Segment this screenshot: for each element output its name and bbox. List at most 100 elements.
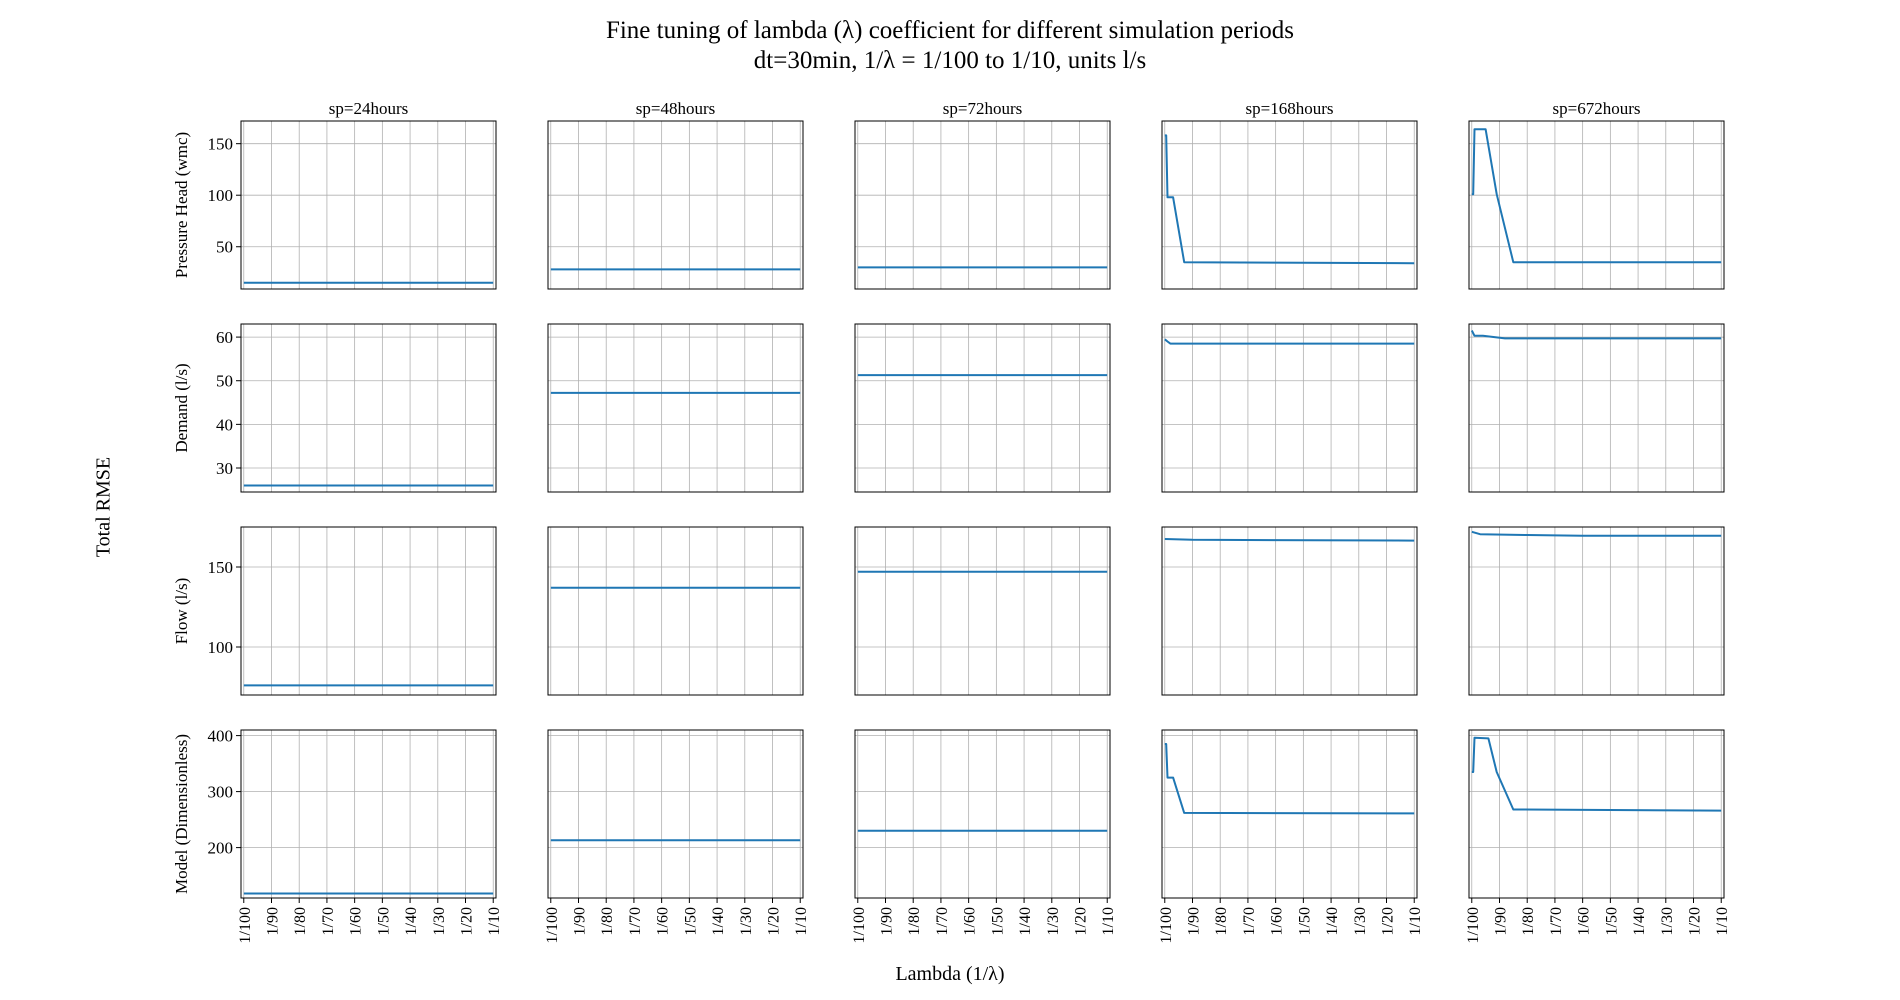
y-tick-label: 100 (208, 186, 234, 205)
x-tick-label: 1/10 (1407, 907, 1424, 935)
y-tick-label: 30 (216, 459, 233, 478)
plot-frame (240, 526, 497, 696)
subplot-title: sp=72hours (943, 99, 1022, 118)
x-tick-label: 1/60 (1576, 907, 1593, 935)
y-axis-label: Pressure Head (wmc) (172, 132, 191, 278)
plot-frame (547, 120, 804, 290)
plot-frame (854, 729, 1111, 899)
x-tick-label: 1/10 (486, 907, 503, 935)
x-tick-label: 1/80 (599, 907, 616, 935)
plot-frame (1161, 120, 1418, 290)
plot-frame (240, 120, 497, 290)
plot-frame (1468, 120, 1725, 290)
plot-frame (547, 526, 804, 696)
y-tick-label: 100 (208, 638, 234, 657)
y-axis-label: Demand (l/s) (172, 363, 191, 452)
x-tick-label: 1/30 (431, 907, 448, 935)
x-tick-label: 1/70 (934, 907, 951, 935)
y-tick-label: 50 (216, 372, 233, 391)
x-tick-label: 1/90 (878, 907, 895, 935)
x-tick-label: 1/10 (1100, 907, 1117, 935)
x-tick-label: 1/30 (1352, 907, 1369, 935)
x-tick-label: 1/70 (1548, 907, 1565, 935)
x-tick-label: 1/60 (962, 907, 979, 935)
plot-frame (240, 323, 497, 493)
x-tick-label: 1/70 (320, 907, 337, 935)
x-tick-label: 1/90 (264, 907, 281, 935)
x-tick-label: 1/30 (1045, 907, 1062, 935)
plot-frame (854, 323, 1111, 493)
y-tick-label: 300 (208, 783, 234, 802)
series-line (1164, 743, 1415, 815)
x-tick-label: 1/100 (237, 907, 254, 943)
x-tick-label: 1/40 (710, 907, 727, 935)
x-tick-label: 1/80 (906, 907, 923, 935)
y-tick-label: 400 (208, 727, 234, 746)
y-tick-label: 200 (208, 839, 234, 858)
x-tick-label: 1/70 (1241, 907, 1258, 935)
x-tick-label: 1/90 (1185, 907, 1202, 935)
series-line (1471, 128, 1722, 264)
series-line (1164, 338, 1415, 345)
x-tick-label: 1/80 (1520, 907, 1537, 935)
y-tick-label: 60 (216, 328, 233, 347)
x-tick-label: 1/30 (738, 907, 755, 935)
plot-frame (547, 323, 804, 493)
plot-frame (1468, 323, 1725, 493)
x-tick-label: 1/30 (1659, 907, 1676, 935)
x-tick-label: 1/80 (1213, 907, 1230, 935)
y-tick-label: 50 (216, 238, 233, 257)
y-axis-label: Model (Dimensionless) (172, 734, 191, 894)
x-tick-label: 1/40 (1631, 907, 1648, 935)
x-tick-label: 1/20 (766, 907, 783, 935)
series-line (1470, 330, 1722, 340)
x-tick-label: 1/100 (851, 907, 868, 943)
x-tick-label: 1/10 (1714, 907, 1731, 935)
y-axis-label: Flow (l/s) (172, 578, 191, 645)
chart-title: Fine tuning of lambda (λ) coefficient fo… (605, 17, 1295, 44)
x-tick-label: 1/50 (682, 907, 699, 935)
x-tick-label: 1/20 (1687, 907, 1704, 935)
plot-frame (1468, 526, 1725, 696)
x-tick-label: 1/40 (1017, 907, 1034, 935)
x-tick-label: 1/70 (627, 907, 644, 935)
series-line (1471, 530, 1722, 537)
subplot-title: sp=48hours (636, 99, 715, 118)
y-tick-label: 150 (208, 558, 234, 577)
x-tick-label: 1/100 (1158, 907, 1175, 943)
subplot-title: sp=24hours (329, 99, 408, 118)
y-tick-label: 40 (216, 415, 233, 434)
x-tick-label: 1/10 (793, 907, 810, 935)
x-tick-label: 1/40 (1324, 907, 1341, 935)
plot-frame (1161, 323, 1418, 493)
x-tick-label: 1/40 (403, 907, 420, 935)
x-tick-label: 1/100 (544, 907, 561, 943)
plot-frame (1161, 729, 1418, 899)
x-tick-label: 1/80 (292, 907, 309, 935)
subplot-title: sp=672hours (1553, 99, 1641, 118)
x-tick-label: 1/100 (1465, 907, 1482, 943)
x-tick-label: 1/90 (571, 907, 588, 935)
plot-frame (547, 729, 804, 899)
x-tick-label: 1/50 (375, 907, 392, 935)
x-tick-label: 1/50 (989, 907, 1006, 935)
x-tick-label: 1/60 (655, 907, 672, 935)
x-tick-label: 1/50 (1296, 907, 1313, 935)
plot-frame (1161, 526, 1418, 696)
shared-x-axis-label: Lambda (1/λ) (895, 963, 1005, 985)
chart-subtitle: dt=30min, 1/λ = 1/100 to 1/10, units l/s (753, 47, 1147, 74)
x-tick-label: 1/90 (1492, 907, 1509, 935)
plot-frame (854, 526, 1111, 696)
subplot-title: sp=168hours (1246, 99, 1334, 118)
x-tick-label: 1/20 (1073, 907, 1090, 935)
series-line (1164, 538, 1415, 542)
x-tick-label: 1/20 (459, 907, 476, 935)
plot-frame (240, 729, 497, 899)
x-tick-label: 1/60 (348, 907, 365, 935)
series-line (1471, 736, 1722, 812)
plot-frame (854, 120, 1111, 290)
x-tick-label: 1/20 (1380, 907, 1397, 935)
y-tick-label: 150 (208, 135, 234, 154)
x-tick-label: 1/60 (1269, 907, 1286, 935)
